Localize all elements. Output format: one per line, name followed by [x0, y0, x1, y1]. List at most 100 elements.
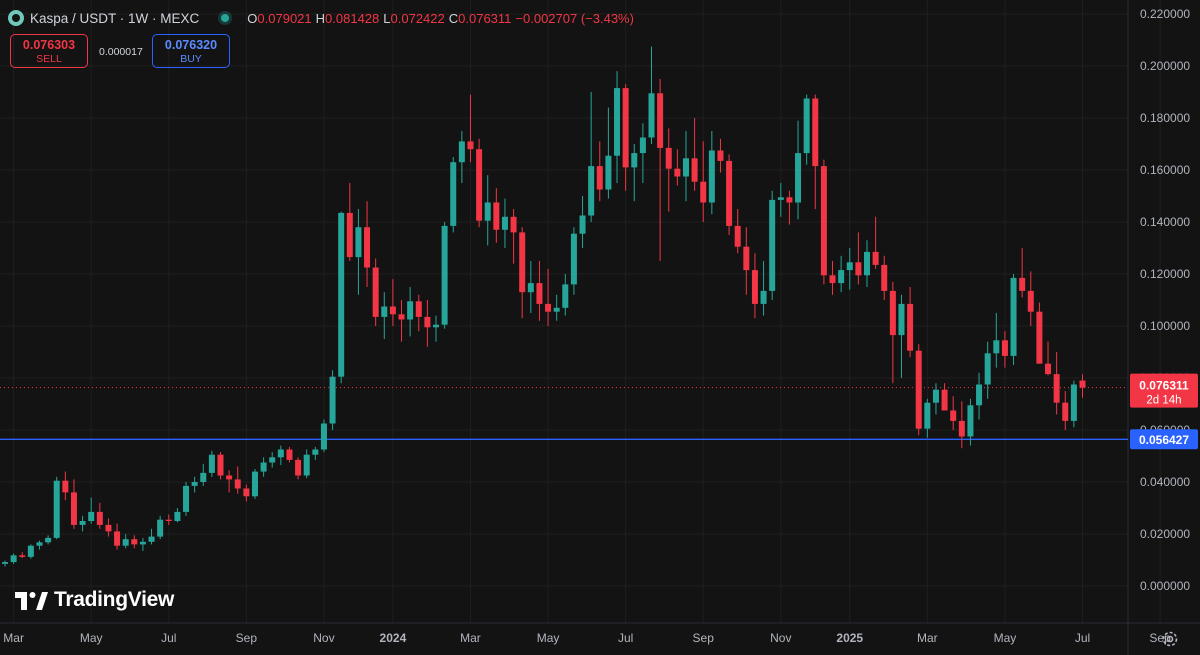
candle-body [2, 562, 8, 564]
candle-body [924, 402, 931, 429]
y-tick-label: 0.100000 [1140, 319, 1190, 333]
x-tick-label: 2025 [836, 631, 863, 645]
candle-body [131, 539, 138, 545]
candle-body [958, 420, 965, 437]
candle-body [217, 454, 224, 476]
buy-price: 0.076320 [164, 38, 218, 52]
candle-body [536, 283, 543, 304]
candle-body [441, 225, 448, 325]
candle-body [458, 141, 465, 163]
candle-body [622, 88, 629, 168]
x-tick-label: May [537, 631, 560, 645]
candle-body [665, 147, 672, 169]
candle-body [1001, 340, 1008, 356]
candle-body [234, 479, 241, 489]
candle-body [700, 181, 707, 203]
candle-body [562, 284, 569, 308]
y-tick-label: 0.000000 [1140, 579, 1190, 593]
candle-body [484, 202, 491, 221]
y-tick-label: 0.040000 [1140, 475, 1190, 489]
candle-body [596, 166, 603, 190]
candle-body [639, 137, 646, 154]
candle-body [674, 168, 681, 177]
candle-body [96, 511, 103, 525]
candle-body [1053, 374, 1060, 403]
candle-body [398, 314, 405, 320]
x-tick-label: Mar [917, 631, 938, 645]
candle-body [820, 166, 827, 276]
low-key: L [383, 10, 391, 26]
candle-body [36, 542, 43, 546]
candle-body [157, 519, 164, 537]
candle-body [389, 306, 396, 315]
candle-body [993, 340, 1000, 354]
candle-body [226, 475, 233, 480]
candle-body [329, 376, 336, 424]
candle-body [295, 459, 302, 476]
y-tick-label: 0.160000 [1140, 163, 1190, 177]
open-value: 0.079021 [257, 10, 312, 26]
candle-body [717, 150, 724, 161]
candle-body [122, 539, 129, 546]
candle-body [277, 449, 284, 458]
tradingview-logo[interactable]: TradingView [14, 588, 174, 612]
candle-body [45, 537, 52, 543]
candle-body [1010, 277, 1017, 356]
x-tick-label: Sep [693, 631, 715, 645]
close-value: 0.076311 [458, 10, 512, 26]
candle-body [467, 141, 474, 150]
candle-body [415, 301, 422, 317]
candle-body [553, 307, 560, 312]
gear-icon[interactable] [1160, 629, 1180, 649]
bar-countdown-label: 2d 14h [1146, 395, 1181, 407]
candle-body [708, 150, 715, 203]
candle-body [407, 301, 414, 320]
y-tick-label: 0.120000 [1140, 267, 1190, 281]
candle-body [372, 267, 379, 317]
buy-button[interactable]: 0.076320 BUY [152, 34, 230, 68]
candle-body [570, 233, 577, 285]
x-tick-label: Sep [1149, 631, 1171, 645]
x-tick-label: May [994, 631, 1017, 645]
candle-body [1036, 311, 1043, 364]
candle-body [976, 384, 983, 406]
candle-body [941, 389, 948, 411]
sell-button[interactable]: 0.076303 SELL [10, 34, 88, 68]
candle-body [829, 275, 836, 284]
candle-body [19, 555, 26, 557]
candle-body [79, 521, 86, 525]
candle-body [424, 316, 431, 328]
candle-body [795, 153, 802, 203]
tradingview-wordmark: TradingView [54, 588, 175, 611]
candle-body [907, 303, 914, 351]
candle-body [760, 290, 767, 304]
candle-body [803, 98, 810, 154]
candle-body [88, 511, 95, 521]
candle-body [864, 251, 870, 276]
candle-body [579, 215, 586, 234]
candle-body [174, 511, 181, 521]
symbol-title[interactable]: Kaspa / USDT · 1W · MEXC [30, 10, 200, 26]
candle-body [320, 423, 327, 450]
current-price-tag [1130, 373, 1198, 408]
candle-body [312, 449, 319, 455]
candle-body [915, 350, 922, 429]
candle-body [527, 283, 534, 293]
candle-body [872, 251, 879, 265]
x-tick-label: Sep [236, 631, 258, 645]
candle-body [726, 160, 733, 226]
candle-body [648, 93, 655, 138]
candle-body [743, 246, 750, 271]
y-tick-label: 0.020000 [1140, 527, 1190, 541]
candle-body [183, 485, 190, 512]
high-value: 0.081428 [325, 10, 380, 26]
y-tick-label: 0.220000 [1140, 7, 1190, 21]
kaspa-symbol-icon[interactable] [8, 10, 24, 26]
candle-body [450, 162, 457, 226]
candle-body [691, 158, 698, 182]
candle-body [838, 270, 845, 284]
candle-body [70, 492, 77, 525]
open-key: O [247, 10, 258, 26]
